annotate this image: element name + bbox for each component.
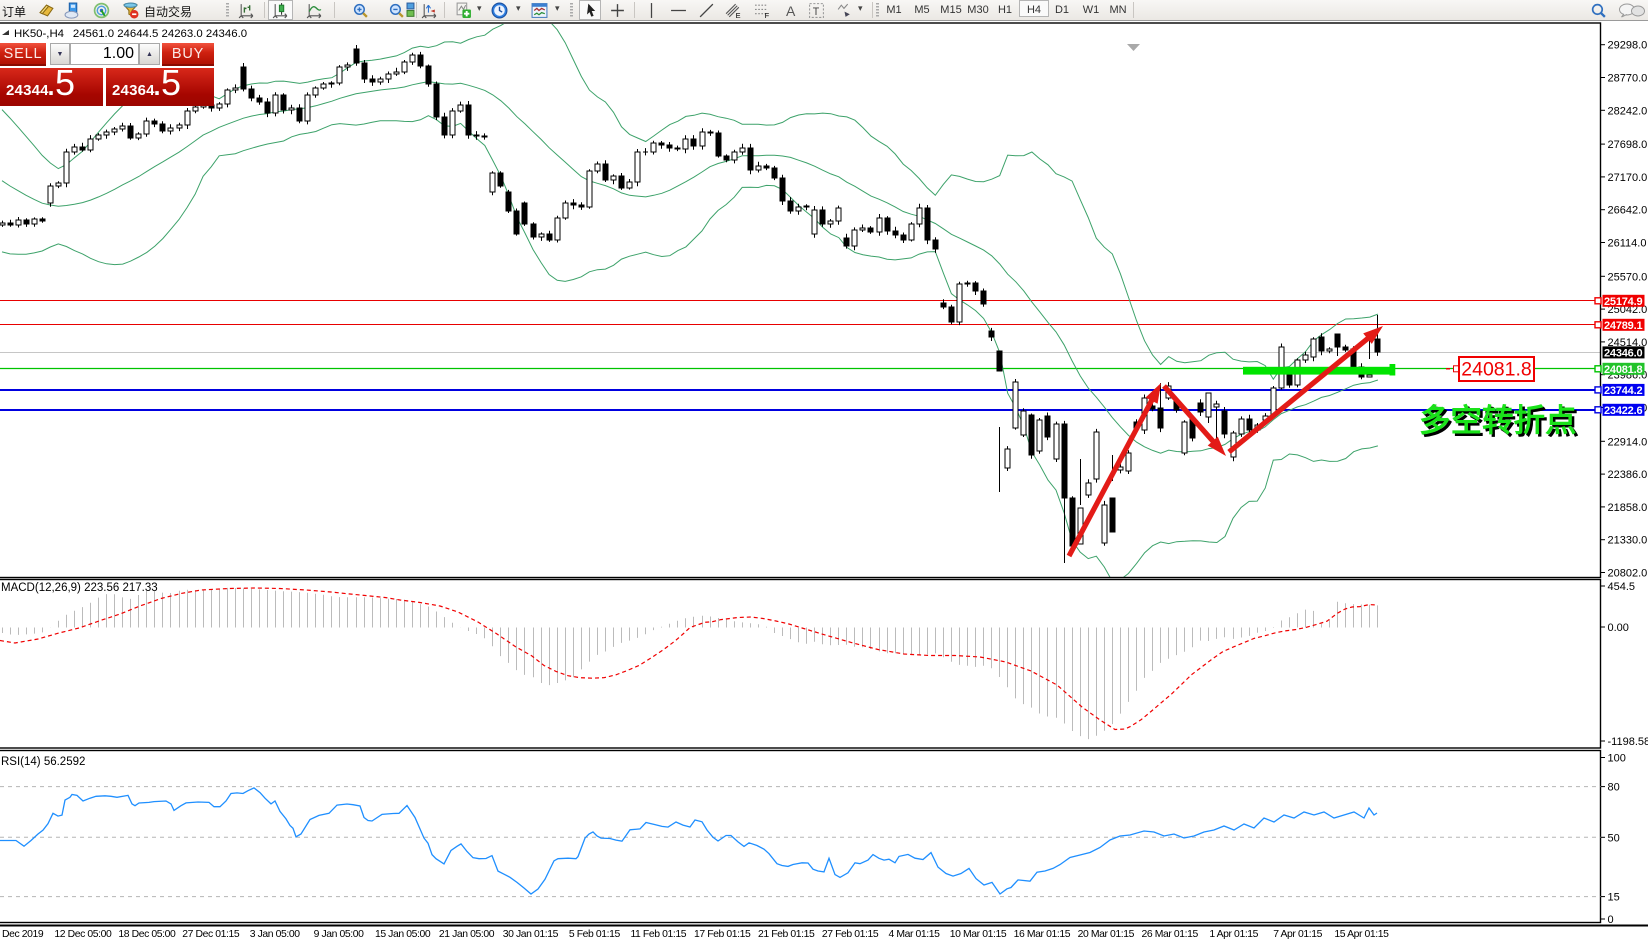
svg-text:多空转折点: 多空转折点 [1422,405,1580,441]
svg-text:27170.0: 27170.0 [1608,172,1648,184]
svg-text:1 Apr 01:15: 1 Apr 01:15 [1209,929,1258,940]
svg-text:80: 80 [1608,782,1620,794]
svg-text:22914.0: 22914.0 [1608,436,1648,448]
svg-text:17 Feb 01:15: 17 Feb 01:15 [694,929,751,940]
svg-text:21 Jan 05:00: 21 Jan 05:00 [439,929,495,940]
svg-text:21330.0: 21330.0 [1608,535,1648,547]
svg-text:0.00: 0.00 [1608,622,1629,634]
svg-text:Dec 2019: Dec 2019 [2,929,44,940]
svg-text:12 Dec 05:00: 12 Dec 05:00 [54,929,112,940]
svg-text:11 Feb 01:15: 11 Feb 01:15 [630,929,686,940]
svg-text:23422.6: 23422.6 [1604,405,1642,417]
svg-text:24081.8: 24081.8 [1461,359,1532,381]
svg-text:MACD(12,26,9) 223.56 217.33: MACD(12,26,9) 223.56 217.33 [1,582,158,594]
svg-text:20802.0: 20802.0 [1608,568,1648,580]
svg-text:26114.0: 26114.0 [1608,238,1647,250]
svg-text:15: 15 [1608,892,1620,904]
svg-text:25174.9: 25174.9 [1604,296,1642,308]
svg-text:0: 0 [1608,914,1614,926]
svg-text:20 Mar 01:15: 20 Mar 01:15 [1078,929,1135,940]
svg-text:50: 50 [1608,832,1620,844]
svg-text:18 Dec 05:00: 18 Dec 05:00 [118,929,176,940]
svg-text:HK50-,H4 24561.0 24644.5 2426: HK50-,H4 24561.0 24644.5 24263.0 24346.0 [14,28,247,40]
svg-text:25570.0: 25570.0 [1608,271,1648,283]
svg-text:-1198.58: -1198.58 [1608,736,1648,748]
svg-text:23744.2: 23744.2 [1604,385,1642,397]
svg-text:27698.0: 27698.0 [1608,139,1648,151]
svg-text:26642.0: 26642.0 [1608,205,1648,217]
svg-text:3 Jan 05:00: 3 Jan 05:00 [250,929,301,940]
svg-text:7 Apr 01:15: 7 Apr 01:15 [1273,929,1322,940]
svg-text:29298.0: 29298.0 [1608,40,1648,52]
svg-text:15 Jan 05:00: 15 Jan 05:00 [375,929,431,940]
svg-text:24081.8: 24081.8 [1604,364,1642,376]
svg-text:30 Jan 01:15: 30 Jan 01:15 [503,929,559,940]
svg-text:24789.1: 24789.1 [1604,320,1642,332]
svg-text:27 Dec 01:15: 27 Dec 01:15 [182,929,240,940]
svg-text:100: 100 [1608,753,1626,765]
svg-text:21858.0: 21858.0 [1608,502,1648,514]
svg-text:27 Feb 01:15: 27 Feb 01:15 [822,929,879,940]
svg-text:22386.0: 22386.0 [1608,469,1648,481]
svg-text:15 Apr 01:15: 15 Apr 01:15 [1334,929,1389,940]
svg-text:28770.0: 28770.0 [1608,73,1648,85]
svg-text:454.5: 454.5 [1608,581,1636,593]
svg-text:21 Feb 01:15: 21 Feb 01:15 [758,929,815,940]
svg-text:24346.0: 24346.0 [1604,348,1642,360]
svg-text:4 Mar 01:15: 4 Mar 01:15 [888,929,940,940]
svg-text:16 Mar 01:15: 16 Mar 01:15 [1014,929,1071,940]
svg-text:E: E [736,11,741,19]
svg-text:26 Mar 01:15: 26 Mar 01:15 [1141,929,1198,940]
svg-text:28242.0: 28242.0 [1608,105,1648,117]
svg-text:24514.0: 24514.0 [1608,337,1648,349]
svg-text:25042.0: 25042.0 [1608,304,1648,316]
svg-text:RSI(14) 56.2592: RSI(14) 56.2592 [1,756,85,768]
svg-text:9 Jan 05:00: 9 Jan 05:00 [314,929,365,940]
svg-text:T: T [813,6,820,18]
svg-text:5 Feb 01:15: 5 Feb 01:15 [569,929,621,940]
svg-text:10 Mar 01:15: 10 Mar 01:15 [950,929,1007,940]
svg-text:F: F [765,11,770,19]
svg-text:多空转折点: 多空转折点 [1419,402,1577,438]
